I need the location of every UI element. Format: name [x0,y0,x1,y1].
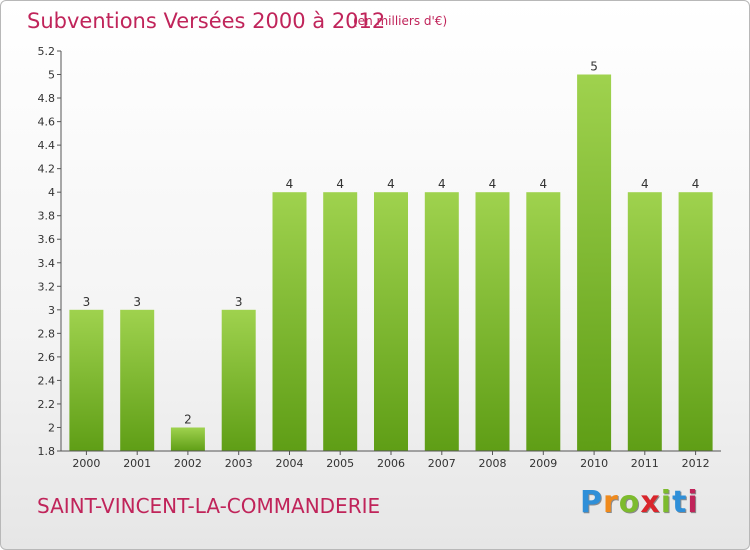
data-label-2006: 4 [387,177,395,191]
x-tick-label-2002: 2002 [174,457,202,470]
y-tick-label: 4.4 [38,139,56,152]
y-tick-label: 2 [48,421,55,434]
data-label-2000: 3 [83,295,91,309]
proxiti-logo: Proxiti [580,485,699,520]
commune-name: SAINT-VINCENT-LA-COMMANDERIE [37,494,381,518]
logo-letter: r [603,485,619,520]
y-tick-label: 2.2 [38,398,56,411]
y-tick-label: 4.8 [38,92,56,105]
x-tick-label-2006: 2006 [377,457,405,470]
bar-2006 [374,192,408,451]
x-tick-label-2009: 2009 [529,457,557,470]
bar-2007 [424,192,459,451]
chart-unit: (en milliers d'€) [353,14,448,28]
y-tick-label: 5.2 [38,45,56,58]
bar-2012 [678,192,713,451]
y-tick-label: 3.6 [38,233,56,246]
y-tick-label: 4.6 [38,116,56,129]
x-tick-label-2005: 2005 [326,457,354,470]
y-tick-label: 2.6 [38,351,56,364]
data-label-2009: 4 [539,177,547,191]
y-tick-label: 3.4 [38,257,56,270]
bar-2001 [120,309,155,451]
logo-letter: P [580,485,603,520]
bar-2000 [69,309,104,451]
bar-2010 [577,74,612,451]
bar-2004 [272,192,307,451]
x-tick-label-2007: 2007 [428,457,456,470]
logo-letter: x [640,485,661,520]
x-tick-label-2010: 2010 [580,457,608,470]
bar-2003 [221,309,256,451]
x-tick-label-2008: 2008 [479,457,507,470]
bar-2005 [323,192,358,451]
y-tick-label: 2.4 [38,374,56,387]
y-tick-label: 4 [48,186,55,199]
data-label-2005: 4 [336,177,344,191]
y-tick-label: 5 [48,69,55,82]
x-tick-label-2003: 2003 [225,457,253,470]
y-tick-label: 3.2 [38,280,56,293]
data-label-2001: 3 [133,295,141,309]
y-tick-label: 4.2 [38,163,56,176]
x-tick-label-2004: 2004 [276,457,304,470]
logo-letter: i [660,485,673,520]
x-tick-label-2011: 2011 [631,457,659,470]
x-tick-label-2012: 2012 [682,457,710,470]
x-tick-label-2001: 2001 [123,457,151,470]
data-label-2008: 4 [489,177,497,191]
y-tick-label: 2.8 [38,327,56,340]
chart-title: Subventions Versées 2000 à 2012 [27,9,386,33]
logo-letter: o [618,485,641,520]
bar-2009 [526,192,561,451]
data-label-2002: 2 [184,413,192,427]
bar-2011 [627,192,662,451]
y-tick-label: 1.8 [38,445,56,458]
data-label-2012: 4 [692,177,700,191]
logo-letter: i [687,485,699,520]
data-label-2007: 4 [438,177,446,191]
data-label-2003: 3 [235,295,243,309]
data-label-2010: 5 [590,60,598,74]
data-label-2004: 4 [286,177,294,191]
bar-2002 [170,427,205,451]
x-tick-label-2000: 2000 [72,457,100,470]
logo-letter: t [672,485,688,520]
y-tick-label: 3 [48,304,55,317]
data-label-2011: 4 [641,177,649,191]
y-tick-label: 3.8 [38,210,56,223]
bar-2008 [475,192,510,451]
